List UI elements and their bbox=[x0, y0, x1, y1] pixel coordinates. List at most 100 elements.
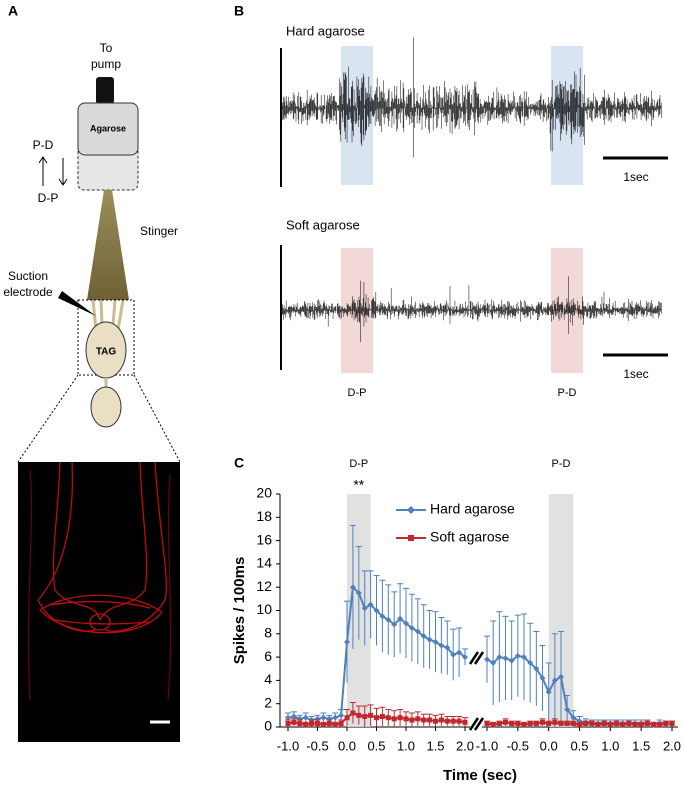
marker bbox=[355, 590, 362, 597]
marker bbox=[391, 716, 397, 722]
marker bbox=[546, 721, 552, 727]
marker bbox=[564, 706, 571, 713]
marker bbox=[533, 721, 539, 727]
y-tick-label: 16 bbox=[256, 531, 272, 547]
panel-label: A bbox=[8, 3, 18, 19]
marker bbox=[361, 605, 368, 612]
panel-b: B Hard agarose Soft agarose 1sec 1sec D-… bbox=[234, 3, 668, 399]
marker bbox=[403, 620, 409, 627]
axis-break bbox=[468, 651, 485, 665]
y-tick-label: 18 bbox=[256, 508, 272, 524]
marker bbox=[438, 642, 445, 649]
y-tick-label: 6 bbox=[264, 648, 272, 664]
marker bbox=[379, 613, 386, 620]
x-tick-label: -0.5 bbox=[306, 738, 328, 753]
x-tick-label: 0.0 bbox=[338, 738, 356, 753]
scale-label: 1sec bbox=[623, 367, 648, 381]
electrode bbox=[58, 291, 96, 316]
marker bbox=[503, 719, 508, 725]
marker bbox=[539, 675, 546, 682]
marker bbox=[332, 722, 338, 728]
x-axis-title: Time (sec) bbox=[443, 767, 517, 784]
marker bbox=[669, 721, 675, 727]
marker bbox=[490, 659, 497, 666]
marker bbox=[644, 721, 650, 727]
arrow-head bbox=[58, 178, 68, 186]
y-tick-label: 14 bbox=[256, 555, 272, 571]
trace bbox=[281, 276, 662, 343]
marker bbox=[438, 717, 444, 723]
marker bbox=[626, 721, 632, 727]
marker bbox=[564, 721, 570, 727]
marker bbox=[397, 615, 404, 622]
label: TAG bbox=[96, 347, 117, 358]
marker bbox=[320, 722, 326, 728]
marker bbox=[397, 715, 403, 721]
marker bbox=[462, 654, 468, 661]
x-tick-label: 1.0 bbox=[601, 738, 619, 753]
x-tick-label: 1.5 bbox=[632, 738, 650, 753]
marker bbox=[509, 721, 515, 727]
marker bbox=[632, 722, 638, 728]
arrow-head bbox=[38, 156, 48, 164]
marker bbox=[514, 652, 521, 659]
stinger bbox=[87, 190, 129, 300]
panel-label: B bbox=[234, 3, 244, 19]
marker bbox=[338, 721, 344, 727]
marker bbox=[385, 715, 391, 721]
marker bbox=[420, 633, 427, 640]
marker bbox=[427, 717, 433, 723]
band-label: D-P bbox=[349, 458, 368, 470]
marker bbox=[521, 722, 527, 728]
marker bbox=[433, 718, 438, 724]
marker bbox=[502, 655, 509, 662]
marker bbox=[379, 714, 385, 720]
zoom-line bbox=[133, 374, 181, 463]
marker bbox=[344, 715, 350, 721]
y-tick-label: 4 bbox=[264, 671, 272, 687]
marker bbox=[291, 719, 297, 725]
marker bbox=[583, 721, 589, 727]
marker bbox=[450, 651, 457, 658]
marker bbox=[484, 721, 490, 727]
label: Agarose bbox=[90, 123, 126, 133]
marker bbox=[620, 722, 626, 728]
marker bbox=[614, 721, 619, 727]
marker bbox=[432, 638, 439, 645]
marker bbox=[456, 649, 463, 656]
stim-label: P-D bbox=[558, 387, 577, 399]
y-tick-label: 20 bbox=[256, 485, 272, 501]
marker bbox=[356, 712, 362, 718]
x-tick-label: -1.0 bbox=[476, 738, 498, 753]
marker bbox=[367, 601, 374, 608]
marker bbox=[320, 714, 327, 721]
marker bbox=[657, 722, 663, 728]
marker bbox=[285, 721, 291, 727]
marker bbox=[368, 712, 374, 718]
marker bbox=[326, 721, 332, 727]
marker bbox=[533, 665, 540, 672]
y-tick-label: 0 bbox=[264, 718, 272, 734]
label: P-D bbox=[33, 138, 54, 152]
marker bbox=[297, 721, 303, 727]
marker bbox=[570, 721, 576, 727]
marker bbox=[344, 638, 350, 645]
x-tick-label: 1.5 bbox=[426, 738, 444, 753]
marker bbox=[285, 714, 291, 721]
marker bbox=[414, 628, 421, 635]
x-tick-label: 0.5 bbox=[570, 738, 588, 753]
marker bbox=[409, 717, 415, 723]
marker bbox=[403, 716, 409, 722]
marker bbox=[349, 584, 356, 591]
marker bbox=[651, 722, 656, 728]
label: electrode bbox=[3, 285, 53, 299]
marker bbox=[444, 718, 450, 724]
panel-c: C 0 2 4 6 8 10 12 14 16 18 20 Spikes / 100ms Time (s… bbox=[231, 455, 681, 784]
marker bbox=[350, 710, 356, 716]
marker bbox=[551, 677, 558, 684]
trace bbox=[281, 37, 662, 158]
marker bbox=[490, 722, 496, 728]
marker bbox=[338, 712, 345, 719]
marker bbox=[290, 713, 297, 720]
trace-title: Hard agarose bbox=[286, 23, 365, 38]
